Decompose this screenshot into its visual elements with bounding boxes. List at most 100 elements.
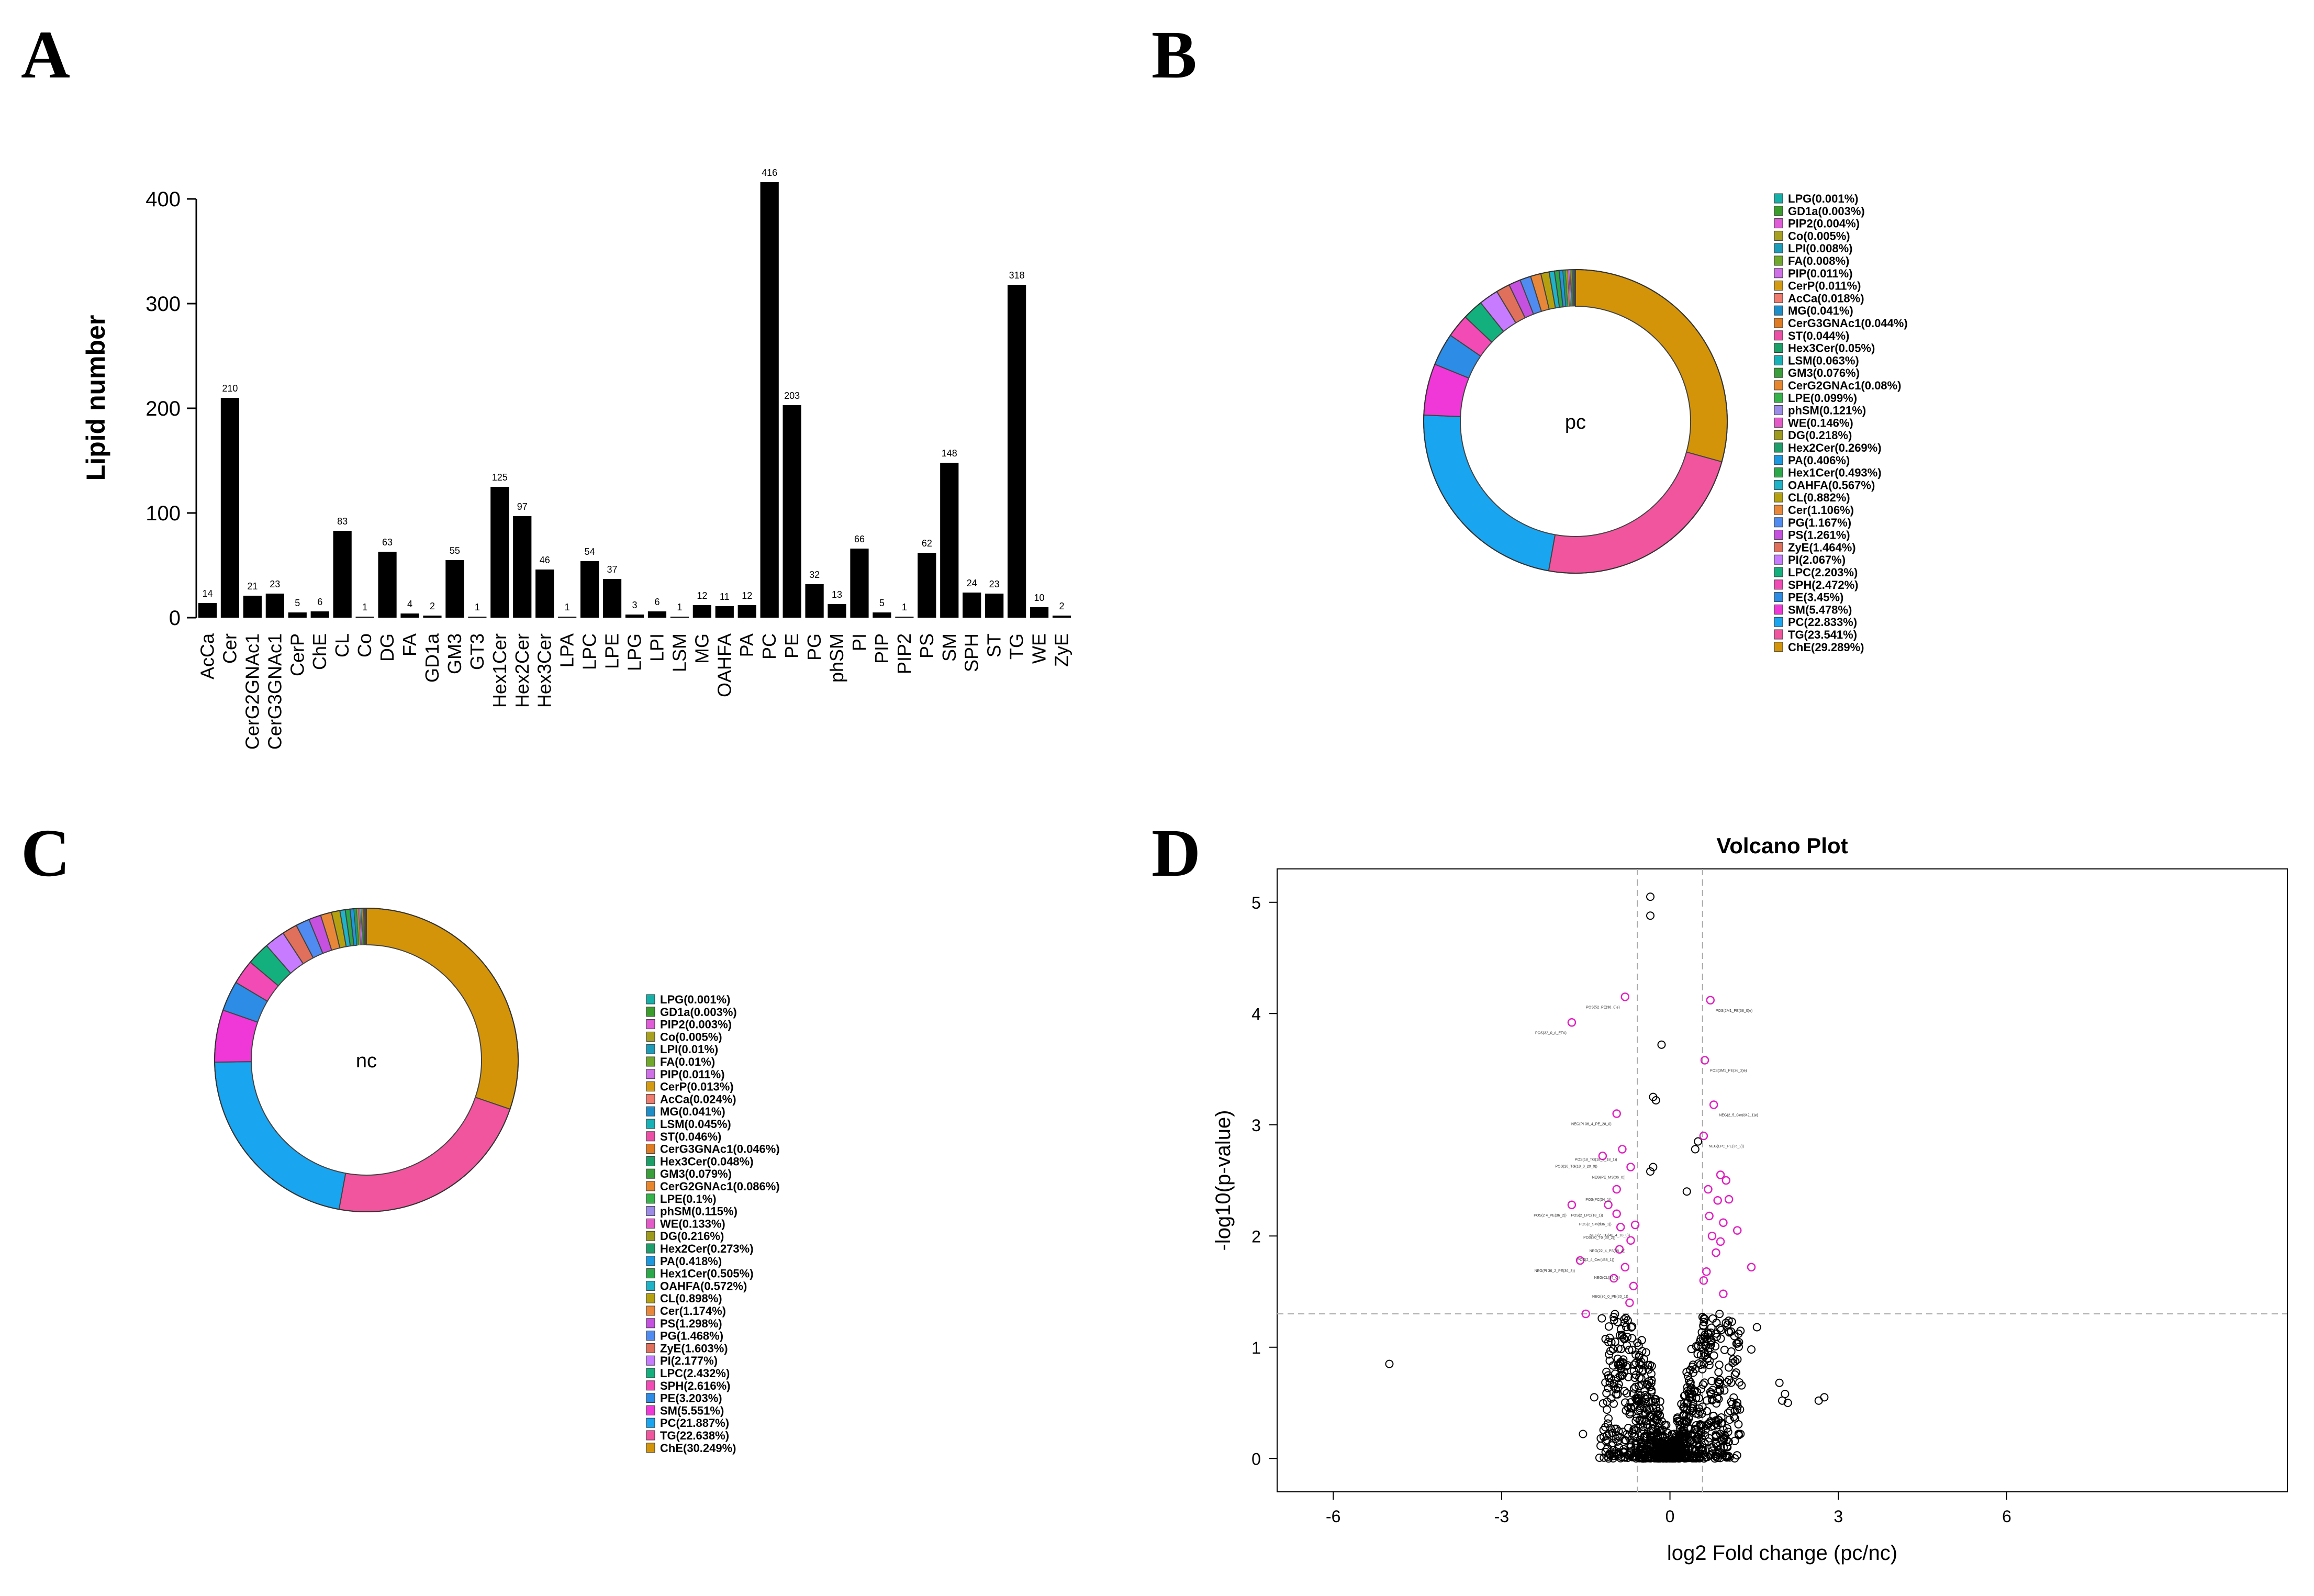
point — [1778, 1396, 1786, 1405]
point-annotation: POS(20_TG(18_0_20_0)) — [1555, 1165, 1597, 1168]
legend-label: Cer(1.174%) — [660, 1304, 726, 1318]
legend-label: Hex3Cer(0.05%) — [1788, 342, 1875, 355]
bar — [602, 579, 622, 618]
point — [1730, 1436, 1739, 1445]
data-label: 32 — [809, 570, 820, 580]
point — [1597, 1314, 1606, 1323]
significant-point — [1612, 1209, 1621, 1218]
legend-label: PS(1.261%) — [1788, 529, 1850, 542]
significant-point — [1575, 1256, 1585, 1265]
y-tick-label: 300 — [146, 293, 181, 316]
point — [1727, 1347, 1736, 1356]
point — [1649, 1163, 1658, 1171]
bar — [513, 516, 532, 618]
legend-swatch — [646, 1355, 655, 1366]
significant-point — [1615, 1245, 1624, 1254]
panel-letter-a: A — [21, 17, 70, 93]
x-tick-label: CerP — [286, 633, 308, 676]
x-tick-label: ST — [983, 633, 1005, 657]
point-annotation: NEG(PE_MS(36_0)) — [1592, 1176, 1626, 1180]
point — [1639, 1426, 1648, 1435]
data-label: 83 — [337, 516, 348, 527]
legend-label: ZyE(1.464%) — [1788, 541, 1856, 554]
legend-label: CerG3GNAc1(0.046%) — [660, 1143, 780, 1156]
legend-label: LPE(0.099%) — [1788, 392, 1857, 405]
point — [1713, 1421, 1722, 1430]
point — [1722, 1436, 1731, 1445]
data-label: 23 — [270, 579, 280, 589]
significant-point — [1629, 1281, 1638, 1291]
significant-point — [1712, 1248, 1720, 1257]
significant-point — [1709, 1100, 1718, 1109]
point — [1820, 1393, 1829, 1402]
data-label: 148 — [942, 448, 957, 459]
data-label: 318 — [1009, 270, 1025, 281]
point — [1663, 1428, 1672, 1437]
point — [1708, 1446, 1717, 1455]
significant-point — [1732, 1226, 1742, 1235]
data-label: 54 — [585, 546, 595, 557]
plot-frame — [1277, 868, 2288, 1492]
legend-label: Co(0.005%) — [660, 1030, 722, 1043]
legend-swatch — [646, 1393, 655, 1403]
legend-swatch — [646, 1168, 655, 1179]
point — [1696, 1334, 1705, 1343]
point-annotation: NEG(2_5_Cer(d42_1)e) — [1719, 1114, 1758, 1118]
point — [1635, 1365, 1644, 1374]
point — [1683, 1383, 1692, 1392]
point — [1651, 1096, 1660, 1104]
significant-point — [1747, 1263, 1756, 1271]
donut-slice — [1548, 451, 1723, 574]
point — [1652, 1411, 1661, 1420]
significant-point — [1702, 1267, 1711, 1276]
data-label: 1 — [902, 602, 907, 612]
bar — [378, 552, 397, 618]
y-tick-label: 5 — [1251, 894, 1261, 912]
y-tick-label: 200 — [146, 397, 181, 420]
point — [1702, 1341, 1711, 1350]
legend-label: SM(5.478%) — [1788, 603, 1852, 616]
legend-label: PC(22.833%) — [1788, 616, 1857, 629]
data-label: 5 — [879, 598, 885, 608]
significant-point — [1626, 1163, 1635, 1171]
legend-swatch — [646, 1218, 655, 1229]
significant-point — [1699, 1131, 1708, 1141]
point-annotation: NEG(36_0_PE(20_1)) — [1592, 1295, 1628, 1299]
point — [1697, 1421, 1706, 1430]
legend-swatch — [1774, 530, 1783, 540]
legend-swatch — [1774, 479, 1783, 490]
point — [1735, 1378, 1744, 1387]
legend-swatch — [1774, 592, 1783, 602]
point-annotation: NEG(PI 36_4_PE_28_0) — [1571, 1123, 1612, 1126]
bar — [895, 617, 914, 618]
point — [1674, 1446, 1683, 1455]
legend-label: TG(22.638%) — [660, 1429, 729, 1442]
bar — [1030, 607, 1049, 618]
legend-label: DG(0.216%) — [660, 1230, 724, 1243]
legend-label: PI(2.177%) — [660, 1354, 718, 1367]
bar — [355, 617, 374, 618]
bar — [198, 603, 217, 618]
point — [1732, 1339, 1741, 1348]
point — [1698, 1443, 1707, 1452]
point — [1708, 1314, 1717, 1323]
legend-swatch — [1774, 343, 1783, 353]
point — [1648, 1410, 1657, 1419]
data-label: 2 — [1059, 601, 1065, 611]
significant-point — [1581, 1309, 1590, 1319]
bar — [1052, 616, 1071, 618]
point — [1687, 1345, 1696, 1354]
point — [1642, 1405, 1651, 1414]
point — [1707, 1422, 1716, 1431]
point — [1721, 1319, 1730, 1327]
legend-swatch — [646, 1193, 655, 1204]
point — [1646, 1431, 1655, 1440]
point — [1783, 1399, 1792, 1407]
point — [1623, 1430, 1631, 1439]
point — [1686, 1380, 1695, 1389]
point — [1623, 1389, 1631, 1398]
legend-swatch — [1774, 218, 1783, 229]
point — [1723, 1378, 1731, 1387]
point — [1635, 1359, 1644, 1368]
significant-point — [1713, 1196, 1722, 1205]
